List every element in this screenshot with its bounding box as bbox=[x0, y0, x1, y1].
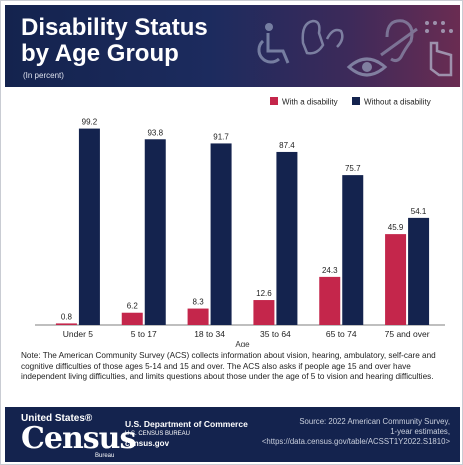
x-tick-label: 65 to 74 bbox=[326, 329, 357, 339]
ear-icon bbox=[380, 19, 418, 63]
chart-subtitle: (In percent) bbox=[23, 71, 64, 80]
data-label: 24.3 bbox=[322, 266, 338, 275]
bar-without-disability-5 bbox=[408, 217, 430, 325]
title-line-1: Disability Status bbox=[21, 14, 208, 41]
census-website-link[interactable]: census.gov bbox=[125, 439, 170, 448]
x-axis-title: Age bbox=[235, 340, 250, 347]
data-label: 93.8 bbox=[147, 128, 163, 137]
census-logo[interactable]: Census bbox=[21, 421, 136, 456]
bar-without-disability-1 bbox=[144, 139, 166, 325]
data-label: 75.7 bbox=[345, 164, 361, 173]
data-label: 8.3 bbox=[193, 298, 205, 307]
bar-without-disability-0 bbox=[78, 128, 100, 325]
footer: United States® Census Bureau U.S. Depart… bbox=[5, 407, 460, 462]
sign-language-icon bbox=[301, 19, 344, 55]
legend-label-1: Without a disability bbox=[364, 98, 431, 107]
department-info: U.S. Department of Commerce U.S. CENSUS … bbox=[125, 419, 248, 448]
title-line-2: by Age Group bbox=[21, 40, 179, 67]
data-label: 91.7 bbox=[213, 132, 229, 141]
bar-chart: 0.8 99.2 Under 5 6.2 93.8 5 to 17 8.3 91.7 18 to… bbox=[35, 97, 445, 347]
bar-without-disability-3 bbox=[276, 151, 298, 325]
page-title: Disability Status by Age Group bbox=[21, 15, 208, 67]
header-banner: Disability Status by Age Group (In perce… bbox=[5, 5, 460, 87]
chart-note: Note: The American Community Survey (ACS… bbox=[21, 351, 436, 381]
wheelchair-icon bbox=[257, 23, 290, 64]
source-line-2: 1-year estimates, bbox=[390, 427, 450, 436]
bar-without-disability-2 bbox=[210, 143, 232, 325]
legend-label-0: With a disability bbox=[282, 98, 338, 107]
data-label: 87.4 bbox=[279, 141, 295, 150]
source-line-1: Source: 2022 American Community Survey, bbox=[299, 417, 450, 426]
bar-with-disability-0 bbox=[55, 323, 77, 325]
eye-icon bbox=[346, 57, 388, 77]
bar-with-disability-4 bbox=[319, 276, 341, 325]
data-label: 0.8 bbox=[61, 312, 73, 321]
data-label: 54.1 bbox=[411, 207, 427, 216]
x-tick-label: 5 to 17 bbox=[131, 329, 157, 339]
census-logo-top-text: United States® bbox=[21, 413, 93, 424]
braille-touch-icon bbox=[425, 21, 453, 77]
data-label: 6.2 bbox=[127, 302, 139, 311]
legend-swatch-1 bbox=[352, 97, 360, 105]
decorative-icons bbox=[257, 19, 453, 77]
bar-with-disability-2 bbox=[187, 308, 209, 325]
legend-swatch-0 bbox=[270, 97, 278, 105]
source-url-link[interactable]: <https://data.census.gov/table/ACSST1Y20… bbox=[261, 437, 450, 446]
data-label: 12.6 bbox=[256, 289, 272, 298]
x-tick-label: 75 and over bbox=[385, 329, 430, 339]
census-logo-bureau-text: Bureau bbox=[95, 453, 115, 459]
x-tick-label: 35 to 64 bbox=[260, 329, 291, 339]
bar-with-disability-5 bbox=[385, 234, 407, 325]
x-tick-label: 18 to 34 bbox=[194, 329, 225, 339]
data-label: 99.2 bbox=[82, 118, 98, 127]
bar-without-disability-4 bbox=[342, 175, 364, 325]
x-tick-label: Under 5 bbox=[63, 329, 94, 339]
bar-with-disability-1 bbox=[121, 312, 143, 325]
bar-with-disability-3 bbox=[253, 300, 275, 325]
data-label: 45.9 bbox=[388, 223, 404, 232]
department-name: U.S. Department of Commerce bbox=[125, 419, 248, 429]
source-citation: Source: 2022 American Community Survey, … bbox=[240, 417, 450, 447]
bureau-name: U.S. CENSUS BUREAU bbox=[125, 431, 191, 437]
